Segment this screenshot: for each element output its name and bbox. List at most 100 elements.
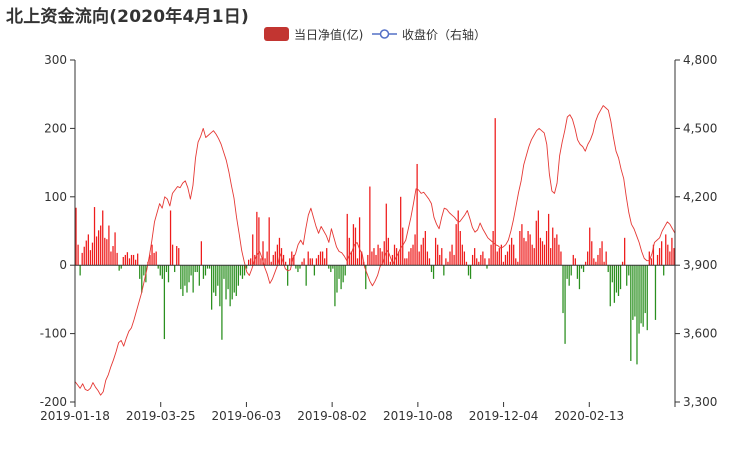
bar — [268, 217, 270, 266]
bar — [607, 265, 609, 273]
bar — [141, 265, 143, 293]
bar — [558, 244, 560, 266]
bar — [352, 224, 355, 266]
bar — [593, 258, 595, 266]
bar — [262, 241, 264, 266]
right-axis-label: 3,600 — [683, 327, 717, 341]
bar — [566, 265, 568, 279]
bar — [486, 265, 488, 269]
right-axis-label: 4,800 — [683, 53, 717, 67]
bar — [439, 254, 441, 266]
bar — [344, 265, 346, 276]
bar — [636, 265, 638, 365]
bar — [373, 248, 375, 266]
bar — [206, 265, 209, 269]
bar — [547, 213, 550, 266]
bar — [178, 248, 180, 266]
bar — [165, 265, 168, 273]
bar — [383, 241, 385, 266]
bar — [369, 186, 371, 266]
bar — [311, 258, 313, 266]
bar — [128, 258, 131, 266]
bar — [381, 251, 383, 266]
bar — [517, 261, 519, 266]
legend-item-bar[interactable]: 当日净值(亿) — [264, 24, 363, 44]
bar — [377, 244, 379, 266]
bar — [116, 252, 118, 266]
bar — [180, 265, 182, 290]
bar — [648, 251, 650, 266]
bar — [211, 265, 213, 310]
bar — [200, 241, 202, 266]
bar — [124, 254, 126, 266]
bar — [241, 265, 244, 279]
bar — [443, 265, 445, 276]
bar — [132, 254, 135, 266]
bar — [496, 251, 498, 266]
bar — [375, 254, 377, 266]
bar — [295, 265, 297, 269]
bar — [533, 248, 535, 266]
bar — [182, 265, 184, 296]
bar — [519, 231, 521, 266]
bar — [469, 265, 472, 279]
bar — [416, 163, 418, 266]
bar — [264, 258, 266, 266]
bar — [293, 254, 295, 266]
bar — [560, 251, 562, 266]
axes: -200 -100 0 100 200 300 3,300 3,600 3,900 4,200 4,… — [40, 53, 718, 423]
bar — [500, 244, 502, 266]
left-axis-label: 200 — [44, 121, 67, 135]
bar — [492, 231, 494, 266]
bar — [342, 265, 344, 283]
bar — [202, 265, 205, 279]
bar — [654, 265, 657, 320]
right-axis-label: 3,900 — [683, 258, 717, 272]
bar — [289, 258, 291, 266]
bar — [134, 259, 137, 266]
bar — [420, 244, 422, 266]
bar — [233, 265, 235, 293]
bar — [650, 258, 652, 266]
bar — [463, 251, 466, 266]
bar — [367, 254, 369, 266]
bar — [77, 244, 79, 266]
bar-series — [75, 118, 675, 365]
bar — [371, 251, 373, 266]
bar — [83, 246, 85, 266]
bar — [190, 265, 192, 276]
left-axis-label: -200 — [40, 395, 67, 409]
bar — [332, 265, 334, 269]
bar — [97, 230, 100, 266]
bar — [315, 258, 318, 266]
bar — [356, 258, 359, 266]
bar — [541, 241, 544, 266]
bar — [176, 246, 178, 266]
bar — [245, 265, 248, 269]
legend-line-label: 收盘价（右轴） — [402, 27, 487, 42]
bar — [630, 265, 632, 361]
bar — [640, 265, 642, 324]
bar — [104, 237, 106, 266]
bar — [326, 248, 328, 266]
left-axis-label: -100 — [40, 327, 67, 341]
bar — [568, 265, 570, 286]
bar — [143, 265, 145, 276]
bar — [597, 254, 599, 266]
bar — [171, 244, 174, 266]
x-axis-label: 2019-03-25 — [126, 409, 196, 423]
bar — [81, 252, 83, 266]
bar — [305, 265, 307, 286]
bar — [605, 251, 607, 266]
bar — [198, 265, 200, 286]
bar — [186, 265, 188, 293]
bar — [408, 251, 410, 266]
bar — [449, 251, 451, 266]
bar — [476, 258, 478, 266]
bar — [303, 258, 305, 266]
bar — [95, 236, 98, 266]
legend-item-line[interactable]: 收盘价（右轴） — [372, 24, 486, 44]
bar — [424, 231, 426, 266]
bar — [595, 261, 597, 266]
bar — [490, 244, 492, 266]
